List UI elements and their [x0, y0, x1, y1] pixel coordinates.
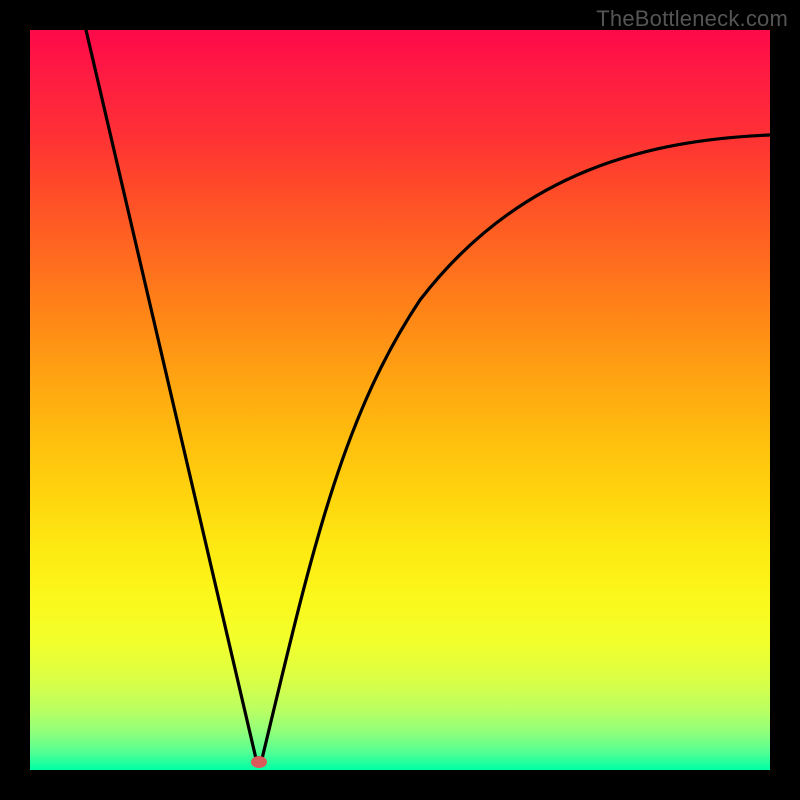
curve-left-segment — [86, 30, 257, 763]
curve-layer — [30, 30, 770, 770]
curve-vertex-marker — [251, 756, 267, 768]
curve-right-segment — [261, 135, 770, 763]
plot-area — [30, 30, 770, 770]
chart-outer: TheBottleneck.com — [0, 0, 800, 800]
watermark-text: TheBottleneck.com — [596, 6, 788, 32]
